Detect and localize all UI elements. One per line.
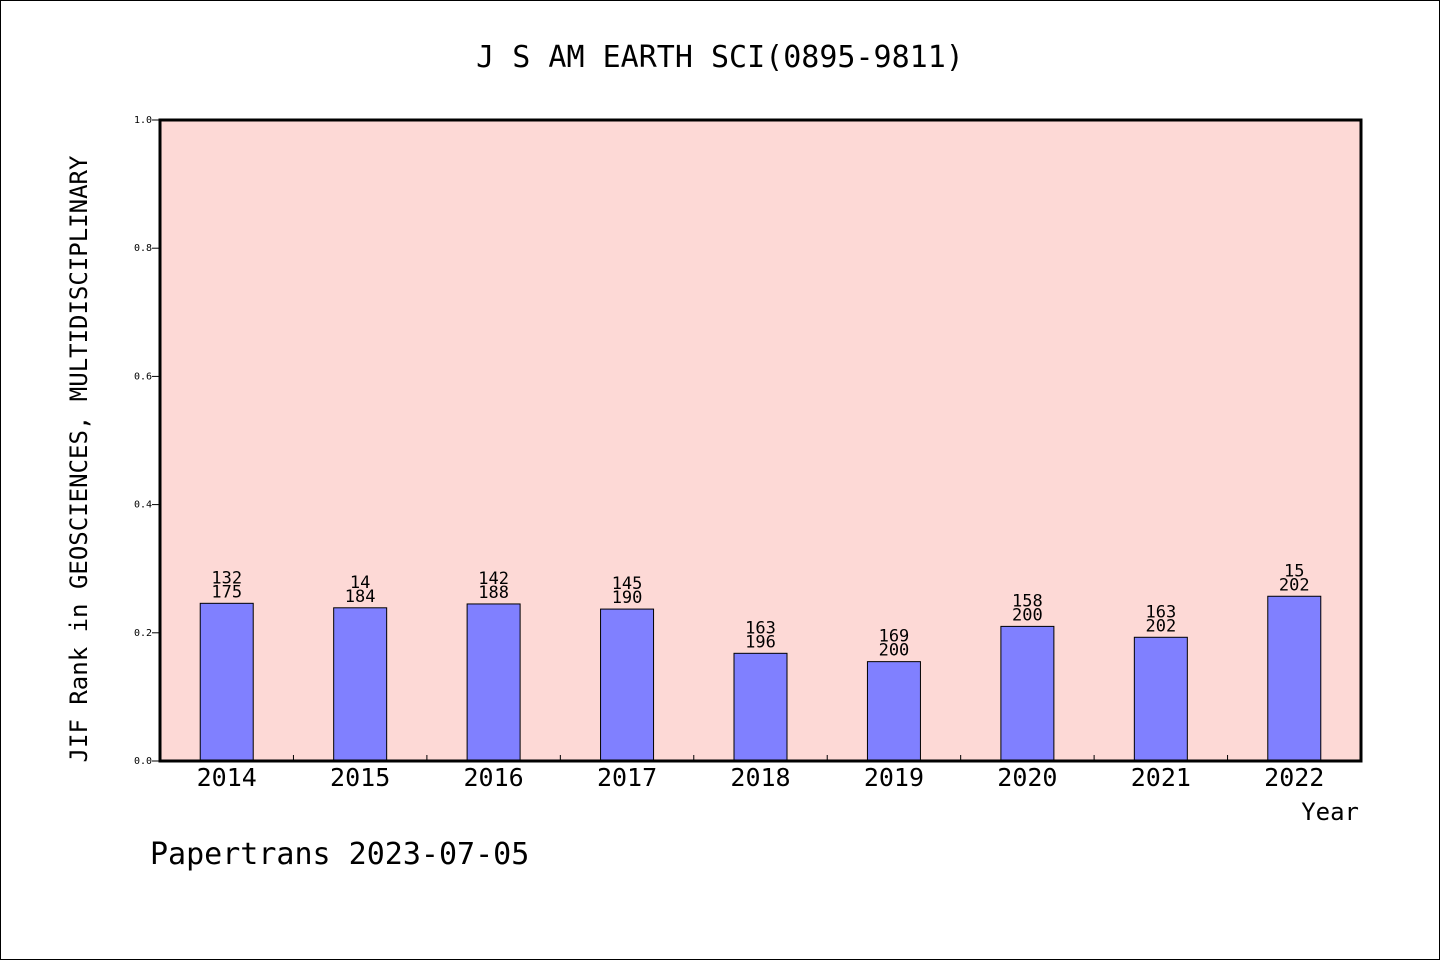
- y-axis-label: JIF Rank in GEOSCIENCES, MULTIDISCIPLINA…: [65, 155, 93, 762]
- bar-label-total: 202: [1145, 616, 1176, 636]
- bar-label-rank: 158: [1012, 591, 1043, 611]
- plot-border: [158, 118, 1363, 763]
- chart-title: J S AM EARTH SCI(0895-9811): [476, 40, 964, 75]
- bar-label-total: 190: [612, 588, 643, 608]
- bar-label-rank: 142: [478, 569, 509, 589]
- bar-label-total: 175: [211, 582, 242, 602]
- y-tick-label: 0.4: [134, 500, 152, 511]
- bar-label-total: 188: [478, 583, 509, 603]
- bar-label-rank: 15: [1284, 561, 1304, 581]
- bar-label-total: 184: [345, 587, 376, 607]
- bars: [199, 595, 1322, 762]
- bar-2019: [866, 661, 921, 762]
- axis-ticks: 0.0 0.2 0.4 0.6 0.8 1.0 2014 2015 2016 2017 2018 20…: [134, 115, 1324, 792]
- x-tick-label: 2018: [730, 763, 790, 792]
- bar-2022: [1267, 595, 1322, 762]
- bar-2020: [1000, 625, 1055, 762]
- bar-label-rank: 163: [745, 618, 776, 638]
- bar-2018: [733, 652, 788, 762]
- bar-label-total: 196: [745, 632, 776, 652]
- y-tick-label: 0.8: [134, 243, 152, 254]
- bar-2021: [1133, 636, 1188, 762]
- bar-label-rank: 132: [211, 568, 242, 588]
- x-tick-label: 2014: [197, 763, 257, 792]
- bar-label-rank: 163: [1145, 602, 1176, 622]
- x-tick-label: 2022: [1264, 763, 1324, 792]
- bar-2015: [333, 607, 388, 762]
- y-tick-label: 1.0: [134, 115, 152, 126]
- x-tick-label: 2015: [330, 763, 390, 792]
- x-tick-label: 2019: [864, 763, 924, 792]
- bar-label-total: 200: [1012, 605, 1043, 625]
- x-axis-label: Year: [1301, 798, 1359, 826]
- bar-label-total: 200: [879, 641, 910, 661]
- bar-2017: [600, 608, 655, 762]
- bar-label-total: 202: [1279, 575, 1310, 595]
- y-tick-label: 0.2: [134, 628, 152, 639]
- y-tick-label: 0.6: [134, 371, 152, 382]
- bar-label-rank: 169: [879, 627, 910, 647]
- bar-label-rank: 14: [350, 573, 370, 593]
- footer-credit: Papertrans 2023-07-05: [150, 837, 529, 872]
- x-tick-label: 2017: [597, 763, 657, 792]
- bar-2016: [466, 603, 521, 762]
- y-tick-label: 0.0: [134, 756, 152, 767]
- bar-2014: [199, 602, 254, 762]
- bar-label-rank: 145: [612, 574, 643, 594]
- x-tick-label: 2016: [464, 763, 524, 792]
- x-tick-label: 2020: [997, 763, 1057, 792]
- x-tick-label: 2021: [1131, 763, 1191, 792]
